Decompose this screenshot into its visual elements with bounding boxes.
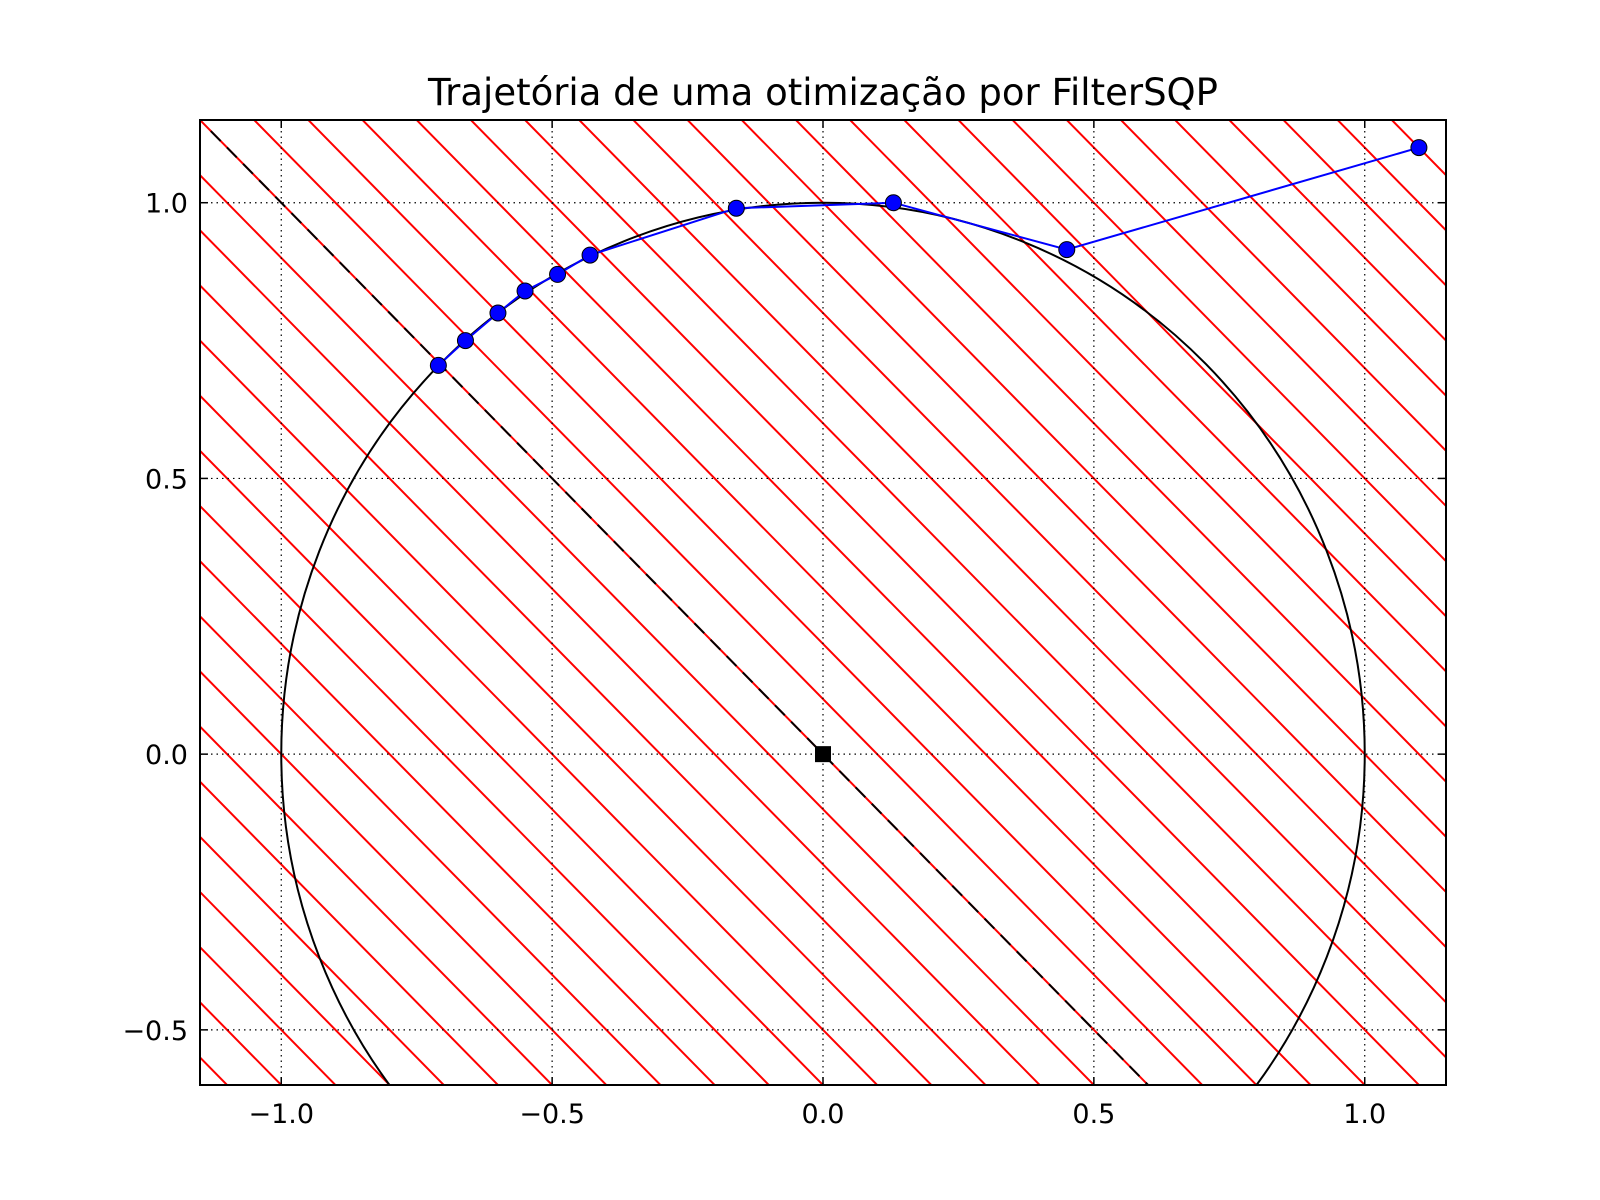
trajectory — [429, 139, 1428, 374]
trajectory-point-6 — [516, 282, 534, 300]
constraint-circle-path — [280, 201, 1366, 1085]
trajectory-point-7 — [489, 304, 507, 322]
y-tick-label-3: 1.0 — [145, 189, 188, 220]
y-tick-label-0: −0.5 — [122, 1016, 188, 1047]
center-square — [815, 746, 831, 763]
x-tick-label-4: 1.0 — [1343, 1099, 1386, 1130]
constraint-circle — [280, 201, 1366, 1085]
dashed-diagonal — [210, 130, 1149, 1085]
trajectory-point-0 — [1410, 139, 1428, 157]
trajectory-point-3 — [727, 199, 745, 217]
x-tick-label-2: 0.0 — [802, 1099, 845, 1130]
axis-ticks: −1.0 −0.5 0.0 0.5 1.0 −0.5 0.0 0.5 1.0 — [122, 120, 1446, 1130]
chart-title: Trajetória de uma otimização por FilterS… — [427, 71, 1218, 114]
center-marker-layer — [815, 746, 831, 763]
dashed-line — [210, 130, 1149, 1085]
y-tick-label-1: 0.0 — [145, 740, 188, 771]
y-tick-label-2: 0.5 — [145, 464, 188, 495]
x-tick-label-0: −1.0 — [248, 1099, 314, 1130]
x-tick-label-1: −0.5 — [519, 1099, 585, 1130]
trajectory-point-9 — [429, 356, 447, 374]
trajectory-point-1 — [1058, 241, 1076, 259]
trajectory-path — [437, 146, 1420, 367]
trajectory-point-5 — [549, 265, 567, 283]
x-tick-label-3: 0.5 — [1072, 1099, 1115, 1130]
trajectory-point-2 — [884, 194, 902, 212]
trajectory-point-4 — [581, 246, 599, 264]
trajectory-point-8 — [456, 332, 474, 350]
